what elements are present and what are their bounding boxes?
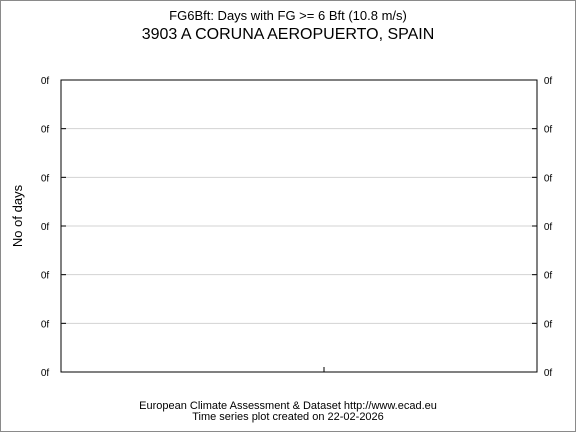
- y-tick-label-left: 0f: [41, 222, 50, 233]
- y-tick-label-left: 0f: [41, 76, 50, 87]
- y-tick-label-left: 0f: [41, 319, 50, 330]
- y-tick-label-right: 0f: [544, 76, 553, 87]
- y-tick-label-left: 0f: [41, 271, 50, 282]
- y-tick-label-right: 0f: [544, 173, 553, 184]
- footer-created-date: Time series plot created on 22-02-2026: [192, 411, 384, 423]
- y-tick-label-right: 0f: [544, 271, 553, 282]
- footer-source: European Climate Assessment & Dataset ht…: [139, 400, 437, 412]
- y-tick-label-left: 0f: [41, 368, 50, 379]
- gridlines: [61, 128, 537, 324]
- y-tick-label-right: 0f: [544, 125, 553, 136]
- y-axis-left: 0f 0f 0f 0f 0f 0f 0f: [41, 76, 66, 379]
- y-axis-right: 0f 0f 0f 0f 0f 0f 0f: [532, 76, 552, 379]
- y-tick-label-right: 0f: [544, 222, 553, 233]
- y-tick-label-left: 0f: [41, 125, 50, 136]
- chart-subtitle: 3903 A CORUNA AEROPUERTO, SPAIN: [141, 26, 435, 43]
- chart-title: FG6Bft: Days with FG >= 6 Bft (10.8 m/s): [169, 8, 407, 23]
- y-axis-label: No of days: [10, 184, 25, 247]
- y-tick-label-left: 0f: [41, 173, 50, 184]
- y-tick-label-right: 0f: [544, 319, 553, 330]
- y-tick-label-right: 0f: [544, 368, 553, 379]
